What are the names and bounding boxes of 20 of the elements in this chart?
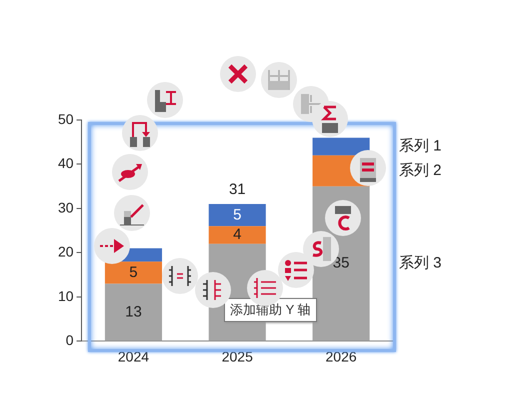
x-tick-label: 2025 xyxy=(222,348,254,364)
bar xyxy=(208,204,266,226)
y-tick-label: 30 xyxy=(58,199,74,216)
series-label: 系列 2 xyxy=(399,162,442,180)
x-tick-label: 2026 xyxy=(326,348,357,364)
bar xyxy=(208,226,266,244)
data-label: 4 xyxy=(233,226,242,244)
x-tick-label: 2024 xyxy=(118,348,150,364)
series-label: 系列 1 xyxy=(399,138,442,155)
y-tick-label: 50 xyxy=(58,110,74,127)
series-label: 系列 3 xyxy=(399,254,442,272)
total-label: 31 xyxy=(228,181,246,198)
y-tick-label: 10 xyxy=(58,288,74,304)
y-tick-label: 20 xyxy=(58,244,74,260)
data-label: 13 xyxy=(125,303,142,320)
bar xyxy=(104,284,162,341)
y-tick-label: 40 xyxy=(58,155,74,172)
data-label: 5 xyxy=(129,264,138,281)
data-label: 5 xyxy=(233,206,242,224)
y-tick-label: 0 xyxy=(66,332,74,348)
